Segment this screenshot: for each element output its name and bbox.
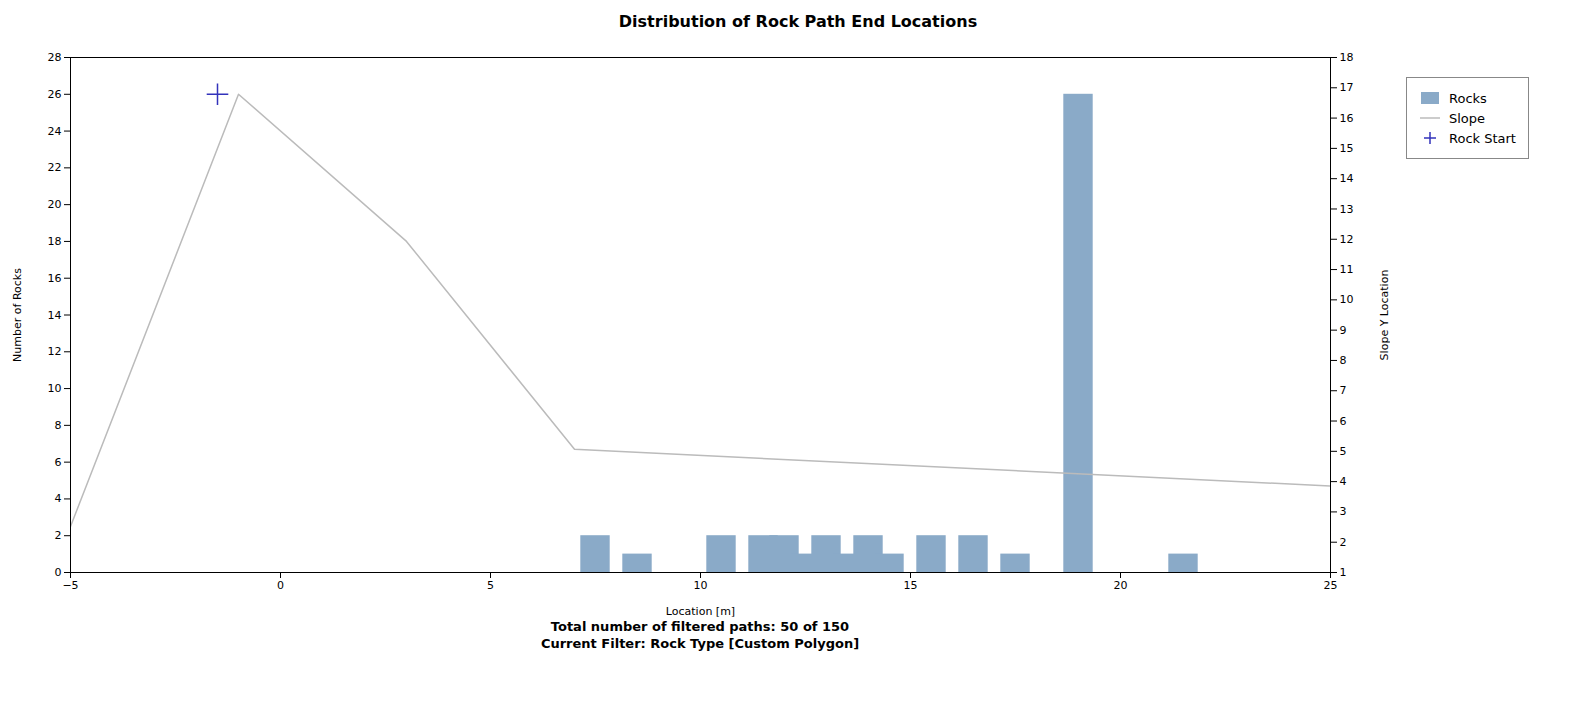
svg-text:Location [m]: Location [m] bbox=[666, 605, 735, 618]
svg-text:4: 4 bbox=[1340, 475, 1347, 488]
svg-text:Slope Y Location: Slope Y Location bbox=[1378, 270, 1391, 361]
svg-text:20: 20 bbox=[1114, 579, 1128, 592]
svg-text:16: 16 bbox=[48, 272, 62, 285]
svg-text:13: 13 bbox=[1340, 202, 1354, 215]
svg-text:22: 22 bbox=[48, 161, 62, 174]
svg-text:3: 3 bbox=[1340, 505, 1347, 518]
html-text:Rocks: Rocks bbox=[1449, 90, 1487, 106]
svg-text:25: 25 bbox=[1324, 579, 1338, 592]
svg-text:12: 12 bbox=[1340, 233, 1354, 246]
svg-text:14: 14 bbox=[1340, 172, 1354, 185]
svg-text:28: 28 bbox=[48, 51, 62, 64]
svg-text:0: 0 bbox=[55, 566, 62, 579]
svg-text:−5: −5 bbox=[62, 579, 78, 592]
svg-text:24: 24 bbox=[48, 125, 62, 138]
svg-text:17: 17 bbox=[1340, 81, 1354, 94]
svg-text:4: 4 bbox=[55, 492, 62, 505]
svg-text:9: 9 bbox=[1340, 324, 1347, 337]
svg-text:8: 8 bbox=[1340, 354, 1347, 367]
svg-text:15: 15 bbox=[904, 579, 918, 592]
svg-text:2: 2 bbox=[55, 529, 62, 542]
svg-text:0: 0 bbox=[277, 579, 284, 592]
svg-text:10: 10 bbox=[694, 579, 708, 592]
svg-text:12: 12 bbox=[48, 345, 62, 358]
svg-text:10: 10 bbox=[48, 382, 62, 395]
html-text:Distribution of Rock Path End: Distribution of Rock Path End Locations bbox=[618, 12, 978, 31]
svg-text:6: 6 bbox=[1340, 415, 1347, 428]
svg-text:Number of Rocks: Number of Rocks bbox=[11, 268, 24, 362]
svg-text:26: 26 bbox=[48, 88, 62, 101]
svg-text:1: 1 bbox=[1340, 566, 1347, 579]
svg-text:6: 6 bbox=[55, 456, 62, 469]
svg-text:20: 20 bbox=[48, 198, 62, 211]
svg-text:11: 11 bbox=[1340, 263, 1354, 276]
svg-text:14: 14 bbox=[48, 309, 62, 322]
svg-text:16: 16 bbox=[1340, 112, 1354, 125]
svg-text:8: 8 bbox=[55, 419, 62, 432]
html-text:Slope: Slope bbox=[1449, 110, 1486, 126]
svg-text:2: 2 bbox=[1340, 536, 1347, 549]
html-text:Current Filter: Rock Type [Cus: Current Filter: Rock Type [Custom Polygo… bbox=[540, 636, 860, 651]
svg-text:18: 18 bbox=[48, 235, 62, 248]
svg-text:15: 15 bbox=[1340, 142, 1354, 155]
html-text:Rock Start: Rock Start bbox=[1449, 130, 1516, 146]
svg-text:5: 5 bbox=[1340, 445, 1347, 458]
svg-text:18: 18 bbox=[1340, 51, 1354, 64]
html-text:Total number of filtered paths: Total number of filtered paths: 50 of 15… bbox=[550, 619, 850, 634]
svg-text:5: 5 bbox=[487, 579, 494, 592]
svg-text:10: 10 bbox=[1340, 293, 1354, 306]
svg-text:7: 7 bbox=[1340, 384, 1347, 397]
